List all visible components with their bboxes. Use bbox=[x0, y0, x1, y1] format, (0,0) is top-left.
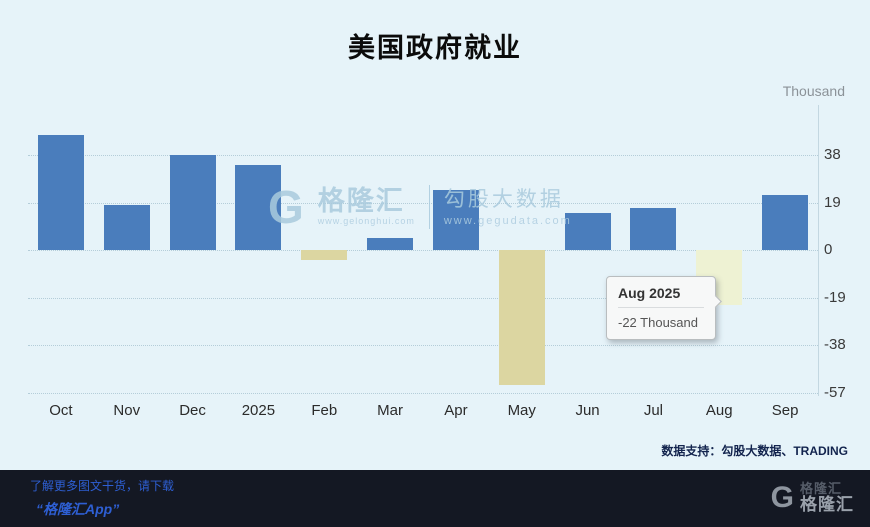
bar-Mar[interactable] bbox=[367, 237, 414, 250]
y-axis-tick-label: -57 bbox=[824, 383, 846, 401]
bar-Apr[interactable] bbox=[432, 190, 479, 250]
bar-May[interactable] bbox=[498, 250, 545, 385]
footer-app-name[interactable]: “格隆汇App” bbox=[36, 501, 120, 517]
gridline bbox=[28, 297, 818, 299]
chart-tooltip: Aug 2025 -22 Thousand bbox=[606, 276, 722, 340]
bar-Dec[interactable] bbox=[169, 155, 216, 250]
y-axis-tick-label: 0 bbox=[824, 241, 833, 258]
chart-title: 美国政府就业 bbox=[348, 33, 522, 63]
gridline bbox=[28, 250, 818, 251]
x-axis-label-Nov: Nov bbox=[113, 402, 141, 419]
y-axis-tick-label: 19 bbox=[824, 193, 841, 211]
x-axis: Oct Nov Dec 2025 Feb Mar Apr May Jun Jul Aug Sep bbox=[0, 402, 870, 424]
gridline bbox=[28, 202, 818, 204]
data-source-note: 数据支持：勾股大数据、TRADING bbox=[661, 444, 848, 458]
bar-Jul[interactable] bbox=[630, 207, 677, 250]
x-axis-label-Oct: Oct bbox=[49, 402, 73, 419]
x-axis-label-Dec: Dec bbox=[179, 402, 206, 419]
x-axis-label-Jul: Jul bbox=[643, 402, 663, 419]
y-axis-unit-label: Thousand bbox=[782, 83, 845, 99]
bar-Nov[interactable] bbox=[103, 205, 150, 250]
gridline bbox=[28, 155, 818, 156]
x-axis-label-Sep: Sep bbox=[771, 402, 799, 419]
x-axis-label-Apr: Apr bbox=[444, 402, 468, 419]
footer-brand-echo: 格隆汇 bbox=[800, 481, 843, 496]
y-axis-tick-label: -38 bbox=[824, 336, 846, 353]
footer-brand-name: 格隆汇 bbox=[800, 494, 854, 514]
gridline bbox=[28, 345, 818, 346]
x-axis-label-Feb: Feb bbox=[311, 402, 338, 419]
footer-brand-logo: G 格隆汇 格隆汇 bbox=[771, 482, 854, 513]
bar-2025[interactable] bbox=[235, 165, 282, 250]
x-axis-label-May: May bbox=[507, 402, 536, 419]
x-axis-label-2025: 2025 bbox=[241, 402, 276, 419]
tooltip-value: -22 Thousand bbox=[618, 315, 698, 330]
bar-Jun[interactable] bbox=[564, 212, 611, 250]
x-axis-label-Aug: Aug bbox=[705, 402, 733, 419]
footer-promo-text: 了解更多图文干货，请下载 bbox=[30, 479, 175, 493]
plot-area bbox=[28, 105, 818, 395]
brand-g-icon: G bbox=[770, 480, 794, 514]
y-axis-tick-label: -19 bbox=[824, 288, 846, 306]
bar-Oct[interactable] bbox=[37, 135, 84, 250]
y-axis-tick-label: 38 bbox=[824, 146, 841, 163]
x-axis-label-Mar: Mar bbox=[377, 402, 403, 419]
tooltip-title: Aug 2025 bbox=[618, 285, 704, 308]
gridline bbox=[28, 392, 818, 394]
bar-Sep[interactable] bbox=[762, 195, 809, 250]
right-axis-line bbox=[818, 105, 819, 396]
x-axis-label-Jun: Jun bbox=[575, 402, 600, 419]
footer-bar: 了解更多图文干货，请下载 “格隆汇App” G 格隆汇 格隆汇 bbox=[0, 470, 870, 527]
bar-Feb[interactable] bbox=[301, 250, 348, 260]
